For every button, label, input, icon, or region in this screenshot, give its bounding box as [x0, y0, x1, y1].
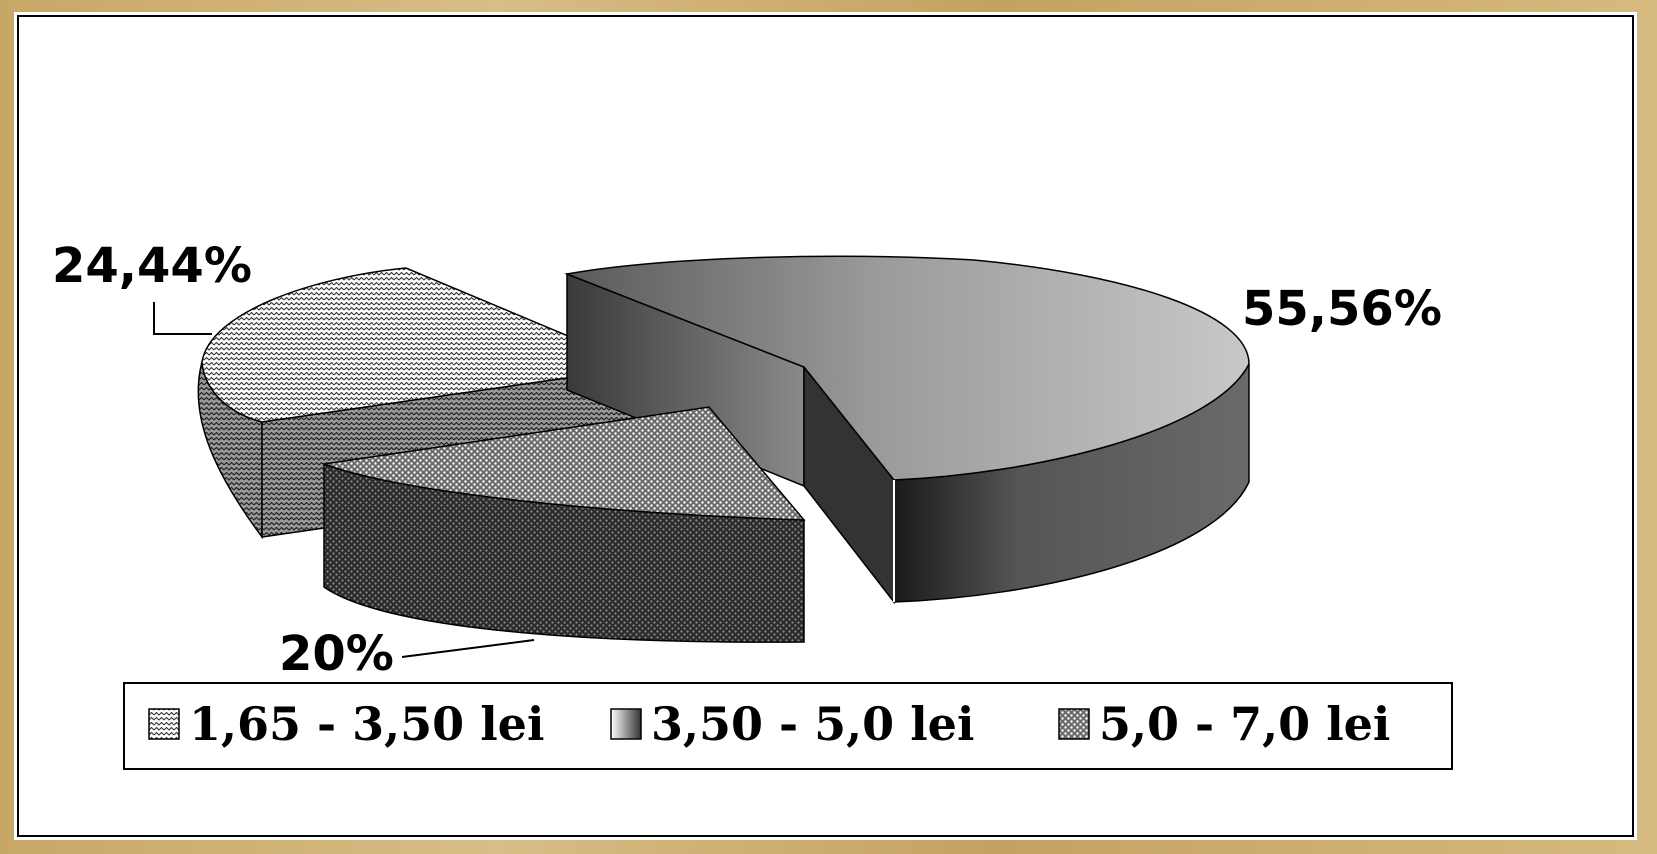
legend-label-3: 5,0 - 7,0 lei — [1099, 697, 1390, 751]
legend-label-1: 1,65 - 3,50 lei — [189, 697, 544, 751]
pie-slice-2 — [564, 255, 1250, 605]
legend-entry-3: 5,0 - 7,0 lei — [1058, 697, 1390, 751]
pie-slice-3 — [323, 406, 806, 643]
legend-swatch-3 — [1058, 708, 1090, 740]
legend-box — [123, 682, 1453, 770]
data-label-slice-1: 24,44% — [52, 238, 252, 294]
data-label-slice-3: 20% — [279, 626, 394, 682]
legend: 1,65 - 3,50 lei 3,50 - 5,0 lei 5,0 - 7,0… — [123, 682, 1453, 770]
data-label-slice-2: 55,56% — [1242, 281, 1442, 337]
chart-card: 24,44% 55,56% 20% 1,65 - 3,50 lei 3,50 -… — [14, 12, 1637, 840]
legend-entry-1: 1,65 - 3,50 lei — [148, 697, 544, 751]
leader-line-slice-1 — [153, 302, 212, 335]
pie-chart: 24,44% 55,56% 20% 1,65 - 3,50 lei 3,50 -… — [17, 15, 1634, 837]
leader-line-slice-3 — [401, 639, 535, 658]
legend-entry-2: 3,50 - 5,0 lei — [610, 697, 974, 751]
legend-label-2: 3,50 - 5,0 lei — [651, 697, 974, 751]
legend-swatch-1 — [148, 708, 180, 740]
legend-swatch-2 — [610, 708, 642, 740]
